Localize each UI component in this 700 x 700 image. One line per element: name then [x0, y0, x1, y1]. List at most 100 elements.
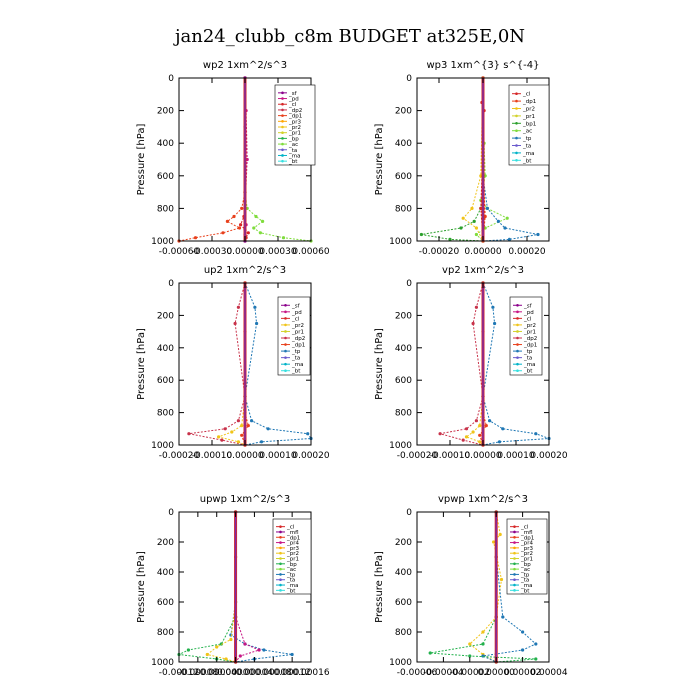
legend-label: _ac — [520, 567, 530, 573]
series-line-dp1 — [479, 283, 487, 446]
legend-marker — [515, 107, 518, 110]
legend-label: _dp2 — [291, 336, 305, 342]
legend-label: _cl — [520, 525, 529, 531]
data-point-dp2 — [187, 432, 191, 436]
data-point-dp2 — [461, 438, 465, 442]
legend-marker — [515, 159, 518, 162]
panel-4: vp2 1xm^2/s^3 Pressure [hPa] 0 200 400 600 800… — [374, 265, 568, 461]
legend-marker — [515, 151, 518, 155]
legend-label: _bp — [288, 136, 299, 142]
legend-marker — [515, 136, 518, 140]
y-axis-label: Pressure [hPa] — [374, 328, 385, 400]
legend-marker — [279, 573, 282, 576]
legend-label: _cl — [523, 316, 532, 322]
legend-label: _pr2 — [523, 323, 536, 329]
panel-2: wp3 1xm^{3} s^{-4} Pressure [hPa] 0 200 400 6… — [374, 60, 550, 257]
data-point-tp — [488, 419, 492, 423]
legend: _cl_dp1 _pr2_pr1_bp1 _ac_tp _ta_ma_bt — [508, 84, 550, 166]
series-line-dp2 — [188, 282, 246, 446]
legend-label: _pr2 — [291, 323, 304, 329]
legend: _sf_pd_cl_pr2_pr1_dp2_dp1_tp_ta_ma_bt — [277, 296, 311, 376]
x-tick-label: -0.00060 — [159, 247, 200, 257]
data-point-cl — [246, 231, 250, 235]
y-tick-label: 800 — [395, 204, 412, 214]
y-axis-label: Pressure [hPa] — [374, 124, 385, 196]
legend-marker — [516, 369, 519, 373]
legend-label: _pr4 — [520, 541, 534, 547]
data-point-bp1 — [472, 219, 476, 223]
data-point-pr2 — [240, 424, 244, 428]
legend-label: _dp1 — [523, 343, 537, 349]
data-point-bp — [481, 642, 485, 646]
legend-marker — [284, 369, 287, 373]
legend-label: _pr1 — [286, 557, 299, 563]
legend-marker — [281, 102, 284, 106]
x-tick-label: -0.00004 — [423, 668, 464, 678]
legend-box — [277, 296, 311, 376]
legend-box — [509, 296, 543, 376]
legend-marker — [513, 546, 516, 550]
y-tick-label: 0 — [168, 279, 174, 289]
data-point-tp — [536, 232, 540, 237]
legend-label: _bp — [286, 562, 297, 568]
series-line-pr4 — [235, 512, 261, 663]
legend-marker — [513, 551, 516, 555]
data-point-bp — [186, 648, 190, 652]
y-tick-label: 200 — [395, 107, 412, 117]
panel-title: vp2 1xm^2/s^3 — [442, 265, 524, 276]
data-point-tp — [497, 440, 502, 444]
data-point-pr2 — [470, 206, 474, 210]
legend-label: _ac — [286, 567, 296, 573]
y-tick-label: 1000 — [151, 441, 174, 451]
legend-marker — [513, 589, 516, 592]
y-tick-label: 200 — [395, 538, 412, 548]
y-tick-label: 400 — [157, 568, 174, 578]
legend-marker — [513, 567, 516, 571]
data-point-dp2 — [438, 432, 442, 436]
data-point-tp — [534, 642, 538, 646]
x-tick-label: -0.00020 — [159, 451, 200, 461]
legend-label: _tp — [520, 572, 530, 578]
x-tick-label: 0.00020 — [530, 451, 567, 461]
y-tick-label: 200 — [157, 107, 174, 117]
data-point-dp2 — [223, 427, 227, 431]
legend-marker — [284, 362, 287, 366]
legend-marker — [281, 120, 284, 123]
legend-label: _bt — [520, 588, 530, 594]
data-point-pr2 — [499, 577, 504, 582]
data-point-dp2 — [474, 419, 478, 423]
data-point-tp — [262, 648, 266, 652]
x-tick-label: -0.00020 — [419, 247, 460, 257]
data-point-pr2 — [229, 637, 233, 642]
data-point-dp2 — [471, 321, 475, 326]
data-point-pr2 — [481, 630, 485, 634]
legend-marker — [516, 330, 519, 333]
y-axis-label: Pressure [hPa] — [136, 124, 147, 196]
data-point-dp2 — [236, 305, 240, 309]
y-tick-label: 0 — [168, 74, 174, 84]
y-tick-label: 600 — [395, 172, 412, 182]
data-point-tp — [534, 432, 538, 436]
data-point-ac — [474, 232, 478, 237]
data-point-dp1 — [246, 424, 250, 428]
legend-label: _ta — [520, 578, 529, 584]
data-point-ac — [252, 226, 256, 230]
y-tick-label: 400 — [395, 568, 412, 578]
y-tick-label: 200 — [157, 311, 174, 321]
legend-label: _bt — [291, 369, 301, 375]
legend-marker — [284, 317, 287, 320]
plot-frame — [416, 511, 550, 663]
data-point-pr2 — [224, 657, 228, 661]
legend-label: _tp — [522, 136, 532, 142]
legend-label: _tp — [291, 349, 301, 355]
legend-label: _ta — [291, 356, 300, 362]
legend-label: _tp — [286, 572, 296, 578]
x-tick-label: -0.00030 — [192, 247, 233, 257]
legend-marker — [515, 122, 518, 125]
data-point-dp1 — [478, 433, 482, 437]
y-axis-label: Pressure [hPa] — [374, 551, 385, 623]
data-point-pr2 — [468, 642, 472, 646]
data-point-bp — [534, 657, 538, 661]
legend-label: _ma — [288, 153, 300, 159]
legend-marker — [284, 343, 287, 346]
